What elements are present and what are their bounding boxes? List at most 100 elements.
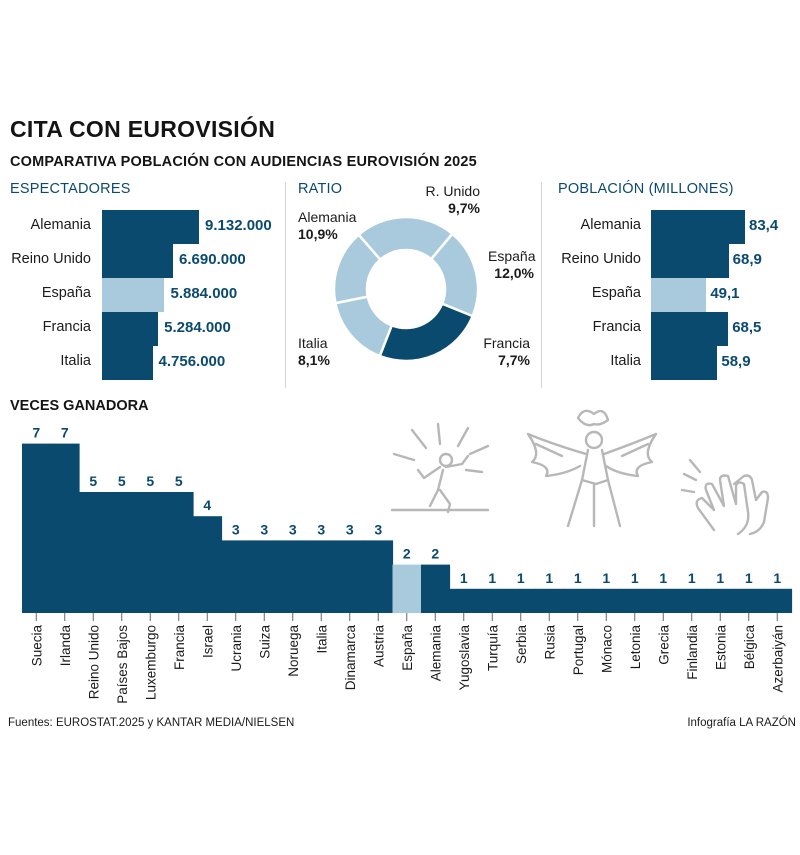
bar-value-label: 68,9 xyxy=(732,251,762,268)
bar-mark xyxy=(421,564,451,613)
bar-value-label: 4.756.000 xyxy=(158,353,226,370)
bar-value-label: 68,5 xyxy=(732,319,762,336)
x-tick-label: Irlanda xyxy=(58,625,73,667)
bar-category-label: Francia xyxy=(592,319,641,335)
bar-category-label: Reino Unido xyxy=(11,251,91,267)
bar-value-label: 1 xyxy=(517,570,525,586)
bar-mark xyxy=(651,312,729,346)
bar-value-label: 5 xyxy=(118,473,126,489)
bar-value-label: 1 xyxy=(488,570,496,586)
bar-value-label: 1 xyxy=(716,570,724,586)
bar-category-label: Reino Unido xyxy=(561,251,641,267)
bar-mark xyxy=(79,492,109,613)
x-tick-label: Finlandia xyxy=(685,625,700,680)
x-tick-label: Yugoslavia xyxy=(457,625,472,691)
bar-mark xyxy=(535,588,565,613)
bar-category-label: Alemania xyxy=(30,217,91,233)
x-tick-label: Francia xyxy=(172,625,187,671)
bar-mark xyxy=(734,588,764,613)
page-subtitle: COMPARATIVA POBLACIÓN CON AUDIENCIAS EUR… xyxy=(10,154,477,170)
x-tick-label: Suiza xyxy=(257,625,272,659)
donut-slice-label: Italia 8,1% xyxy=(298,335,330,368)
bar-mark xyxy=(651,244,729,278)
veces-ganadora-heading: VECES GANADORA xyxy=(10,398,149,414)
bar-mark xyxy=(651,346,718,380)
bar-mark xyxy=(506,588,536,613)
bar-value-label: 7 xyxy=(32,425,40,441)
bar-value-label: 1 xyxy=(773,570,781,586)
poblacion-heading: POBLACIÓN (MILLONES) xyxy=(558,181,734,197)
bar-value-label: 1 xyxy=(659,570,667,586)
bar-mark xyxy=(763,588,793,613)
x-tick-label: Azerbaiyán xyxy=(770,625,785,693)
bar-value-label: 5 xyxy=(175,473,183,489)
ratio-donut-chart xyxy=(332,215,480,363)
x-tick-label: Suecia xyxy=(29,625,44,667)
bar-mark xyxy=(677,588,707,613)
x-tick-label: Portugal xyxy=(571,625,586,675)
bar-mark xyxy=(651,278,707,312)
ratio-heading: RATIO xyxy=(298,181,343,197)
bar-value-label: 3 xyxy=(289,521,297,537)
bar-mark xyxy=(193,516,223,613)
bar-value-label: 1 xyxy=(745,570,753,586)
bar-mark xyxy=(164,492,194,613)
x-tick-label: Países Bajos xyxy=(115,625,130,704)
donut-slice-label: R. Unido 9,7% xyxy=(425,183,480,216)
bar-value-label: 6.690.000 xyxy=(179,251,246,268)
donut-slice xyxy=(356,215,455,262)
bar-mark xyxy=(136,492,166,613)
credit-footnote: Infografía LA RAZÓN xyxy=(687,717,796,729)
bar-mark xyxy=(250,540,280,613)
x-tick-label: Bélgica xyxy=(742,625,757,670)
bar-value-label: 58,9 xyxy=(721,353,751,370)
bar-mark xyxy=(102,346,153,380)
bar-value-label: 5 xyxy=(89,473,97,489)
bar-mark xyxy=(651,210,745,244)
x-tick-label: Letonia xyxy=(628,625,643,670)
bar-category-label: España xyxy=(41,285,91,301)
bar-value-label: 1 xyxy=(688,570,696,586)
x-tick-label: Noruega xyxy=(286,625,301,677)
bar-mark xyxy=(102,312,159,346)
x-tick-label: Luxemburgo xyxy=(143,625,158,700)
bar-value-label: 4 xyxy=(203,497,211,513)
x-tick-label: Austria xyxy=(371,625,386,668)
bar-value-label: 49,1 xyxy=(710,285,740,302)
bar-value-label: 5 xyxy=(146,473,154,489)
bar-category-label: Francia xyxy=(42,319,91,335)
espectadores-heading: ESPECTADORES xyxy=(10,181,131,197)
bar-mark xyxy=(278,540,308,613)
bar-value-label: 1 xyxy=(545,570,553,586)
bar-mark xyxy=(102,210,199,244)
x-tick-label: España xyxy=(400,625,415,671)
bar-mark xyxy=(449,588,479,613)
x-tick-label: Ucrania xyxy=(229,625,244,672)
x-tick-label: Israel xyxy=(200,625,215,658)
bar-value-label: 3 xyxy=(232,521,240,537)
bar-mark xyxy=(563,588,593,613)
bar-mark xyxy=(392,564,422,613)
divider-left xyxy=(285,182,286,388)
bar-mark xyxy=(22,443,52,613)
bar-value-label: 5.884.000 xyxy=(170,285,238,302)
x-tick-label: Alemania xyxy=(428,625,443,682)
clapping-hands-icon xyxy=(680,458,770,536)
singer-icon xyxy=(390,422,490,514)
bar-mark xyxy=(620,588,650,613)
bar-category-label: Alemania xyxy=(580,217,641,233)
bar-mark xyxy=(706,588,736,613)
bar-category-label: Italia xyxy=(60,353,91,369)
bar-value-label: 1 xyxy=(602,570,610,586)
bar-mark xyxy=(364,540,394,613)
x-tick-label: Estonia xyxy=(713,625,728,671)
donut-slice-label: Francia 7,7% xyxy=(483,335,530,368)
angel-performer-icon xyxy=(526,409,658,528)
bar-value-label: 3 xyxy=(374,521,382,537)
page-title: CITA CON EUROVISIÓN xyxy=(10,116,276,142)
x-tick-label: Italia xyxy=(314,625,329,654)
x-tick-label: Serbia xyxy=(514,625,529,665)
bar-mark xyxy=(335,540,365,613)
x-tick-label: Reino Unido xyxy=(86,625,101,699)
bar-mark xyxy=(478,588,508,613)
